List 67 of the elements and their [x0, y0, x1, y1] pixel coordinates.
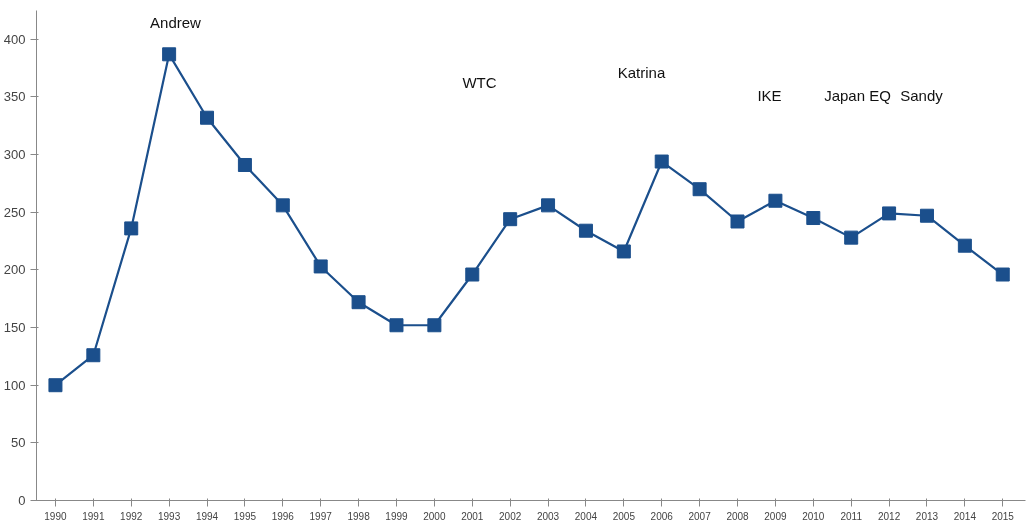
x-tick-label: 2000	[423, 510, 446, 522]
x-tick-label: 1992	[120, 510, 143, 522]
annotation: Katrina	[617, 64, 666, 81]
x-tick-label: 1997	[309, 510, 333, 522]
y-tick-label: 400	[3, 31, 26, 47]
point	[465, 267, 480, 282]
y-tick-label: 0	[18, 493, 26, 508]
x-tick-label: 2011	[840, 510, 863, 522]
x-tick-label: 2004	[574, 510, 598, 522]
point	[919, 208, 934, 223]
x-tick-label: 1990	[44, 510, 68, 522]
y-tick-label: 200	[3, 262, 26, 278]
annotation: IKE	[757, 87, 782, 104]
point	[503, 212, 518, 227]
point	[616, 244, 631, 259]
x-tick-label: 1993	[158, 510, 181, 522]
x-tick-label: 2010	[802, 510, 825, 522]
x-tick-label: 2008	[726, 510, 750, 522]
x-tick-label: 2005	[612, 510, 636, 522]
x-tick-label: 2003	[536, 510, 560, 522]
y-tick-label: 250	[3, 204, 26, 220]
x-tick-label: 1995	[233, 510, 257, 522]
point	[882, 206, 897, 221]
point	[730, 214, 745, 229]
point	[48, 378, 63, 393]
x-tick-label: 2015	[991, 510, 1015, 522]
x-tick-label: 2012	[877, 510, 901, 522]
point	[162, 47, 177, 62]
point	[427, 318, 442, 333]
x-tick-label: 2001	[461, 510, 484, 522]
point	[313, 259, 328, 274]
point	[237, 157, 252, 172]
x-tick-label: 2009	[764, 510, 787, 522]
point	[654, 154, 669, 169]
point	[844, 230, 859, 245]
x-tick-label: 2002	[499, 510, 522, 522]
point	[957, 238, 972, 253]
point	[578, 223, 593, 238]
point	[692, 182, 707, 197]
y-tick-label: 50	[11, 435, 26, 451]
point	[86, 348, 101, 363]
point	[275, 198, 290, 213]
y-tick-label: 150	[3, 320, 26, 336]
annotation: Japan EQ	[824, 87, 891, 104]
y-tick-label: 100	[3, 377, 26, 393]
annotation: WTC	[462, 74, 497, 91]
x-tick-label: 1996	[271, 510, 295, 522]
y-tick-label: 350	[3, 89, 26, 105]
x-tick-label: 2013	[915, 510, 939, 522]
point	[806, 211, 821, 226]
point	[351, 295, 366, 310]
x-tick-label: 2007	[688, 510, 712, 522]
x-tick-label: 1991	[82, 510, 105, 522]
annotation: Sandy	[900, 87, 944, 104]
y-tick-label: 300	[3, 147, 26, 163]
point	[200, 110, 215, 125]
x-tick-label: 2014	[953, 510, 977, 522]
x-tick-label: 1999	[385, 510, 409, 522]
point	[389, 318, 404, 333]
point	[124, 221, 139, 236]
annotation: Andrew	[150, 14, 202, 31]
point	[768, 193, 783, 208]
x-tick-label: 1998	[347, 510, 371, 522]
point	[995, 267, 1010, 282]
x-tick-label: 2006	[650, 510, 674, 522]
x-tick-label: 1994	[195, 510, 219, 522]
point	[541, 198, 556, 213]
